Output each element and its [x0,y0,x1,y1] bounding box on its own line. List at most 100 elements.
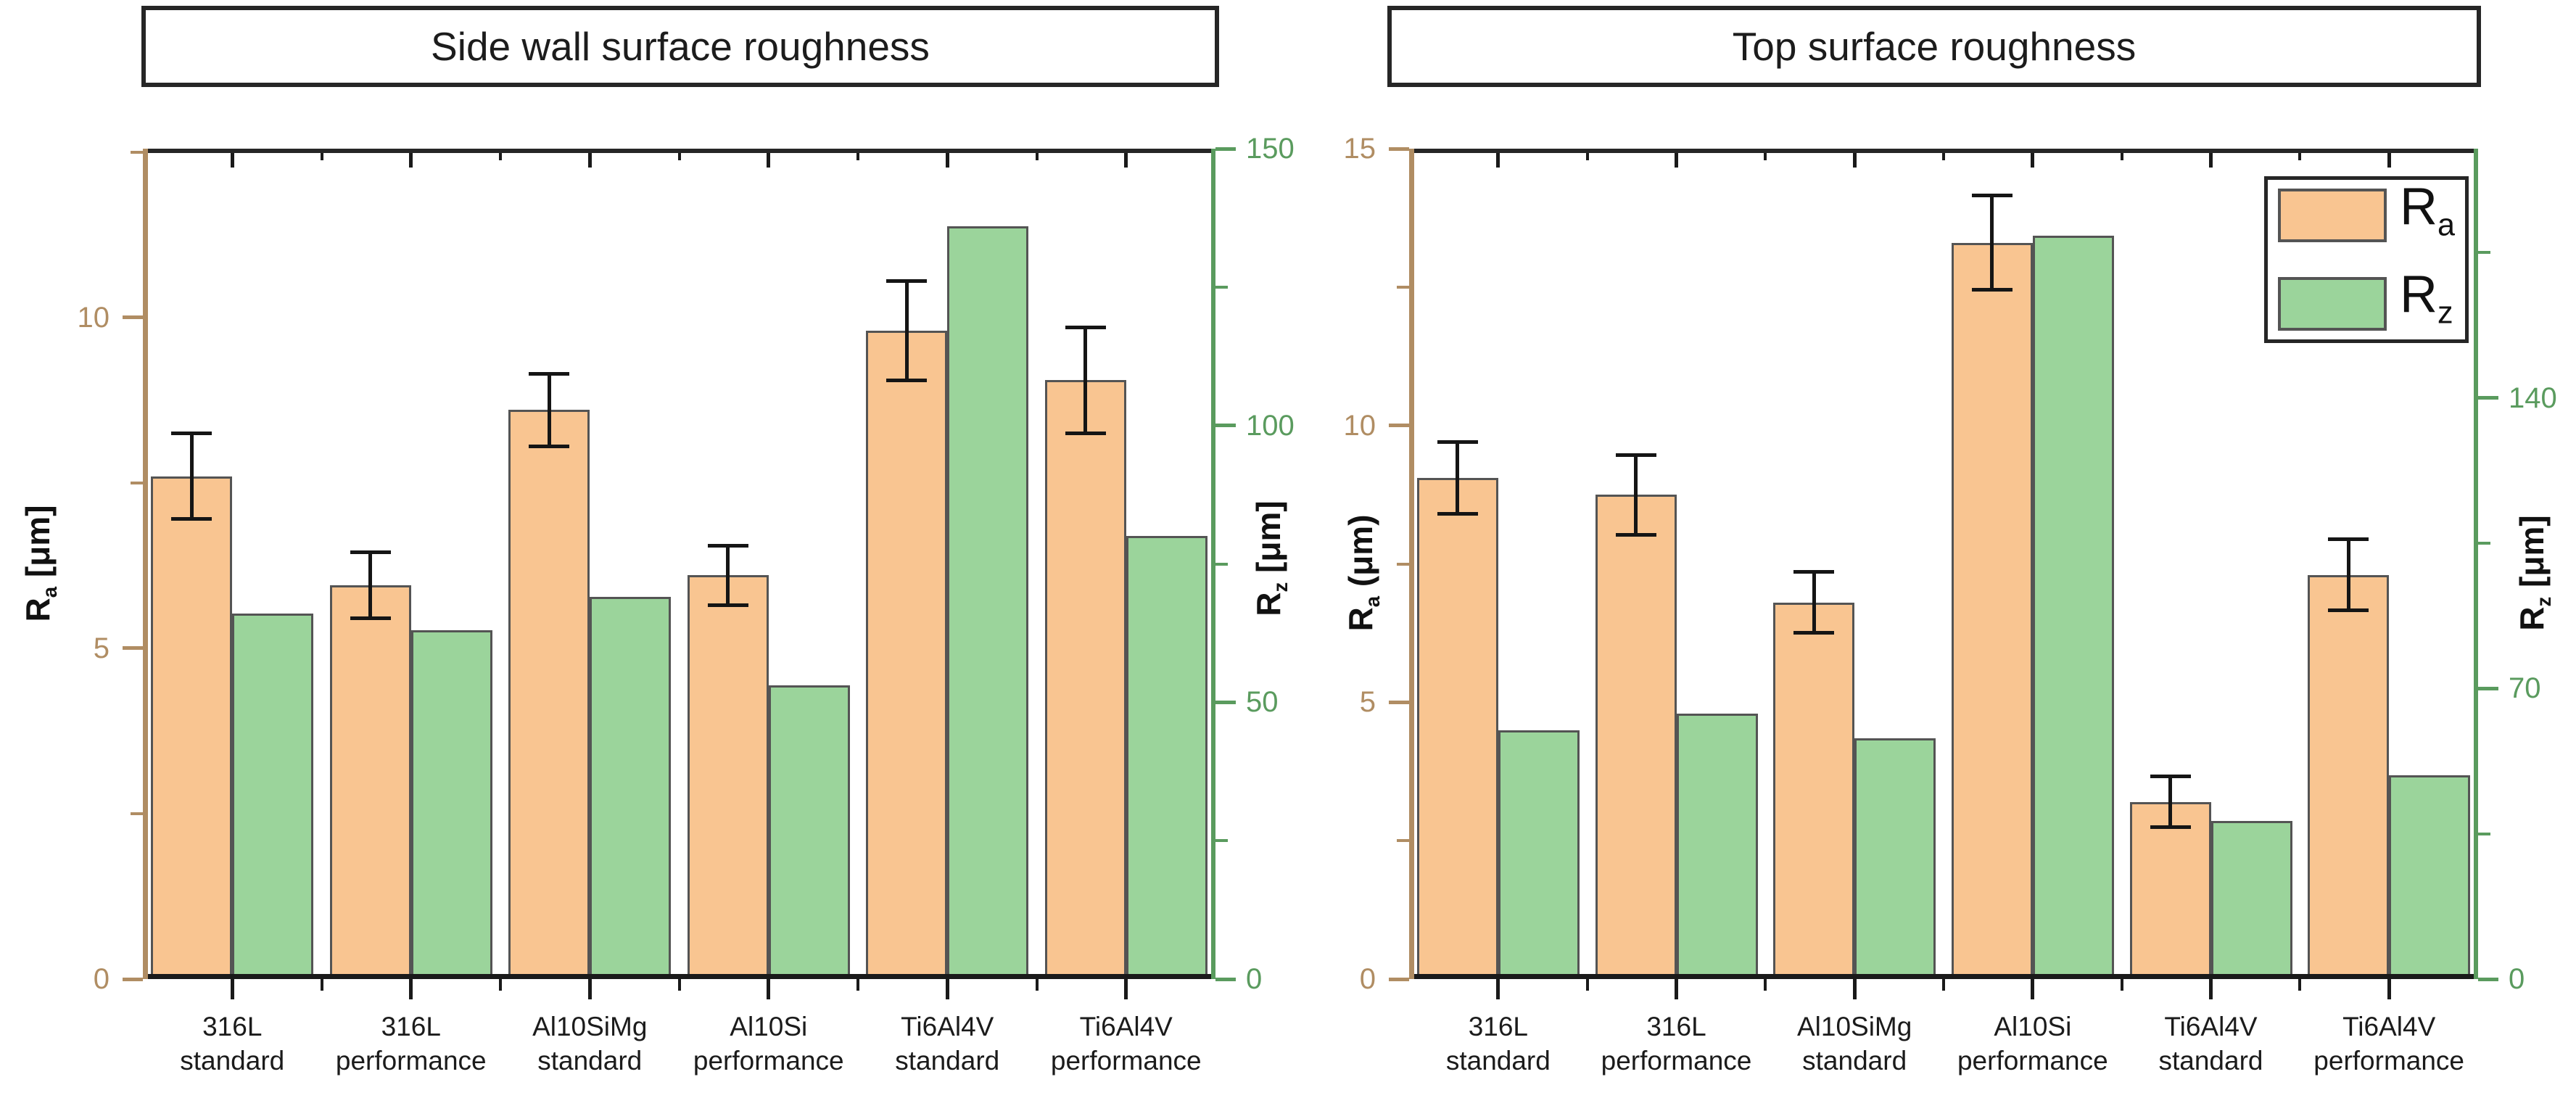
bottom-minor-tick [499,978,502,991]
error-bar-cap [529,445,570,449]
rz-bar [1126,536,1208,979]
ra-axis-minor-tick [131,481,143,484]
ra-bar [508,410,590,979]
error-bar-cap [1437,440,1478,445]
error-bar-cap [1971,194,2012,198]
ra-bar [866,330,948,979]
ra-bar [1951,242,2033,979]
ra-bar [2129,801,2211,979]
rz-axis-major-tick [2478,686,2498,690]
ra-axis-tick-label: 0 [1359,963,1376,995]
legend-swatch-rz [2278,276,2387,331]
error-bar-cap [529,371,570,376]
category-label: Ti6Al4V performance [2313,1012,2465,1076]
bottom-major-tick [1124,978,1128,999]
top-major-tick [767,149,771,168]
ra-axis-major-tick [1389,700,1409,704]
error-bar-line [189,433,194,519]
error-bar-cap [1437,512,1478,516]
category-label: Ti6Al4V standard [895,1012,1000,1076]
chart-title: Top surface roughness [1732,24,2137,69]
plot-area: 0 5 10 0 50 100 150 316L standard 316L performance… [78,133,1295,1076]
error-bar-cap [171,431,212,435]
chart-title-box: Top surface roughness [1387,6,2481,87]
bottom-major-tick [230,978,234,999]
left-spine [143,149,148,979]
error-bar-cap [171,517,212,521]
top-major-tick [1675,149,1678,168]
error-bar-cap [1065,325,1106,329]
rz-bar [2032,236,2114,979]
top-minor-tick [1764,149,1767,160]
ra-axis-major-tick [1389,977,1409,981]
rz-axis-major-tick [1215,424,1236,428]
bottom-spine [1409,974,2478,979]
plot-area: 0 5 10 15 0 70 140 316L standard 316L performance A… [1344,133,2557,1076]
ra-bar [329,585,411,979]
rz-axis-major-tick [1215,146,1236,151]
rz-axis-major-tick [1215,700,1236,704]
rz-axis-tick-label: 150 [1246,133,1295,165]
top-minor-tick [677,149,681,160]
ra-bar [1595,495,1677,979]
top-major-tick [2209,149,2213,168]
ra-bar [2308,574,2390,979]
error-bar-line [904,281,909,381]
error-bar-cap [1065,431,1106,435]
rz-bar [1498,730,1580,979]
error-bar-line [1083,327,1088,434]
bottom-major-tick [409,978,413,999]
error-bar-cap [2150,825,2191,830]
category-label: 316L performance [335,1012,487,1076]
ra-axis-major-tick [123,977,143,981]
category-label: Al10SiMg standard [532,1012,648,1076]
error-bar-cap [2328,537,2369,542]
ra-bar [1416,478,1498,979]
bottom-major-tick [1675,978,1678,999]
rz-axis-minor-tick [2478,541,2490,545]
ra-axis-tick-label: 15 [1343,133,1376,165]
legend-item-rz: Rz [2278,268,2455,339]
rz-axis-tick-label: 100 [1246,409,1295,442]
rz-axis-tick-label: 70 [2509,672,2541,705]
top-major-tick [2387,149,2391,168]
error-bar-line [547,373,551,447]
top-minor-tick [2120,149,2123,160]
bottom-major-tick [2031,978,2035,999]
error-bar-line [2346,539,2350,611]
error-bar-line [1812,571,1816,633]
ra-axis-tick-label: 5 [93,632,110,664]
bottom-minor-tick [1035,978,1039,991]
ra-axis-minor-tick [1397,562,1409,566]
category-label: Al10Si performance [693,1012,844,1076]
ra-axis-major-tick [123,315,143,320]
ra-axis-minor-tick [131,150,143,154]
error-bar-cap [707,603,748,608]
bottom-major-tick [1852,978,1857,999]
ra-axis-tick-label: 5 [1359,686,1376,719]
error-bar-cap [886,278,928,283]
rz-axis-minor-tick [2478,251,2490,255]
category-label: Al10SiMg standard [1796,1012,1912,1076]
rz-axis-tick-label: 140 [2509,381,2557,414]
rz-axis-tick-label: 0 [2509,963,2525,995]
left-spine [1409,149,1414,979]
ra-bar [687,575,769,979]
legend-label-rz: Rz [2400,265,2453,331]
top-minor-tick [1035,149,1039,160]
error-bar-line [368,552,373,619]
chart-title: Side wall surface roughness [431,24,930,69]
legend-swatch-ra [2278,189,2387,243]
error-bar-cap [1793,570,1835,574]
bottom-minor-tick [2298,978,2302,991]
bottom-minor-tick [677,978,681,991]
legend-label-ra: Ra [2400,177,2456,242]
right-spine [2474,149,2478,979]
top-major-tick [2031,149,2035,168]
y-axis-label-rz: Rz [μm] [1250,500,1292,616]
bottom-minor-tick [1764,978,1767,991]
error-bar-cap [1615,532,1656,537]
rz-bar [232,614,314,979]
legend-item-ra: Ra [2278,180,2455,252]
